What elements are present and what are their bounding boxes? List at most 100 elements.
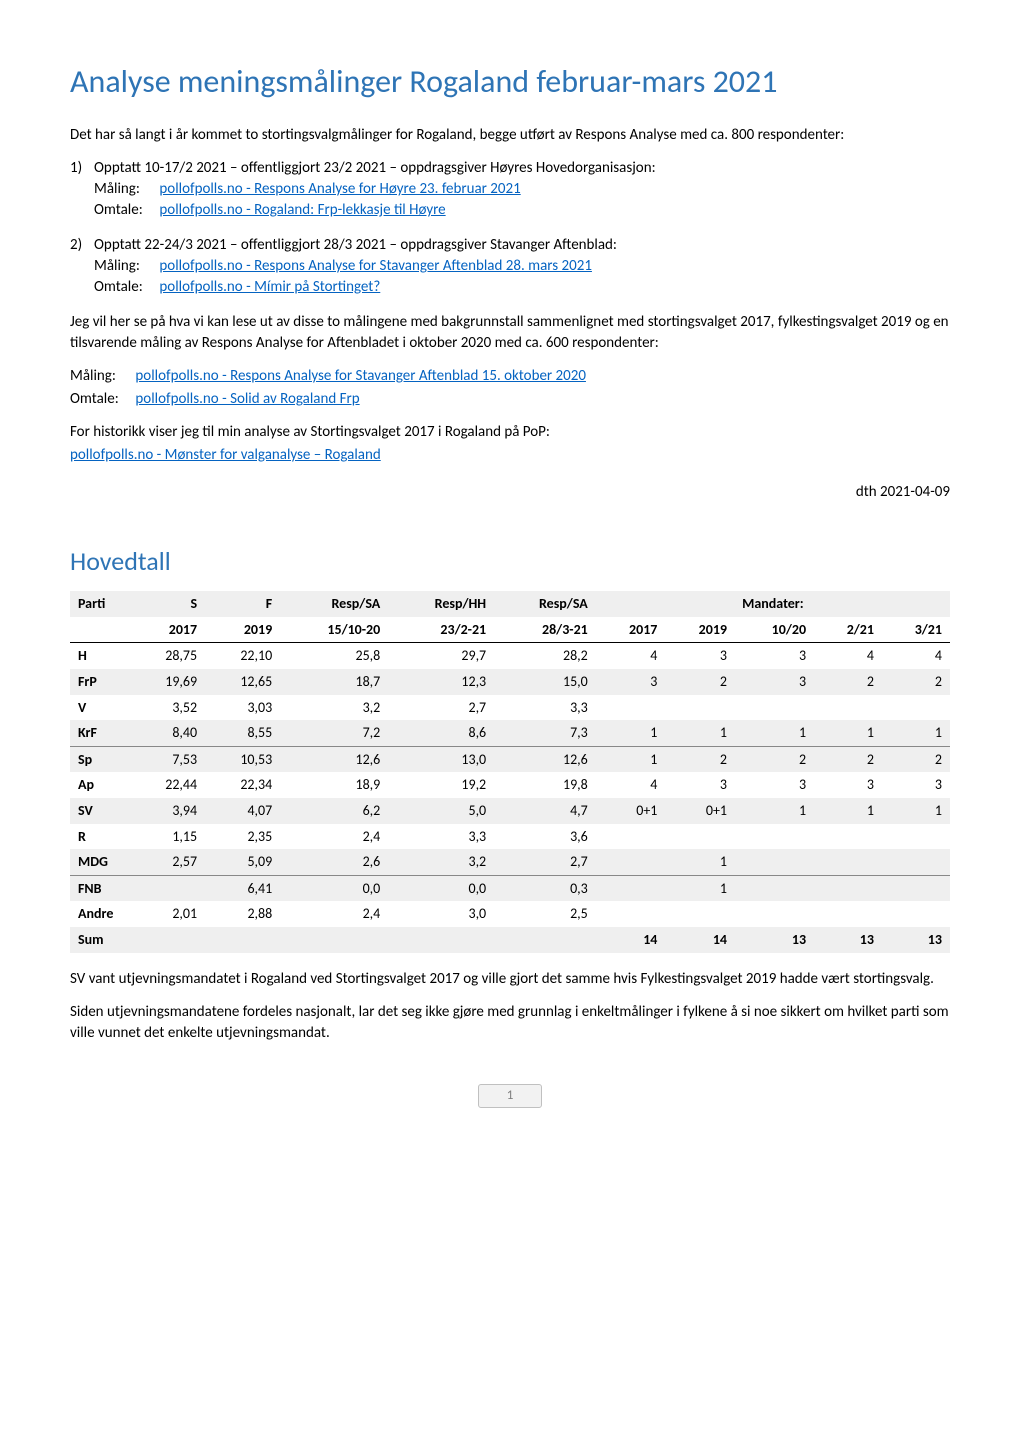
table-subheader-cell: 10/20 xyxy=(735,617,814,643)
maling-link[interactable]: pollofpolls.no - Respons Analyse for Sta… xyxy=(159,257,592,275)
value-cell xyxy=(882,849,950,875)
omtale-3-link[interactable]: pollofpolls.no - Solid av Rogaland Frp xyxy=(135,390,359,408)
omtale-label: Omtale: xyxy=(94,277,156,298)
value-cell xyxy=(596,901,666,927)
item-number: 2) xyxy=(70,235,94,298)
page-title: Analyse meningsmålinger Rogaland februar… xyxy=(70,60,950,105)
value-cell: 3,2 xyxy=(280,695,388,721)
value-cell xyxy=(596,875,666,901)
value-cell: 7,3 xyxy=(494,720,596,746)
value-cell xyxy=(130,927,205,953)
value-cell: 2,4 xyxy=(280,824,388,850)
value-cell: 13,0 xyxy=(388,746,494,772)
value-cell xyxy=(814,901,882,927)
value-cell xyxy=(130,875,205,901)
value-cell: 0+1 xyxy=(665,798,735,824)
table-subheader-cell: 2017 xyxy=(596,617,666,643)
table-subheader-cell: 3/21 xyxy=(882,617,950,643)
value-cell: 5,09 xyxy=(205,849,280,875)
maling-3-line: Måling: pollofpolls.no - Respons Analyse… xyxy=(70,366,950,387)
item-omtale-line: Omtale: pollofpolls.no - Rogaland: Frp-l… xyxy=(94,200,950,221)
party-cell: Sp xyxy=(70,746,130,772)
value-cell: 2,5 xyxy=(494,901,596,927)
value-cell: 3 xyxy=(665,772,735,798)
paragraph-3-link[interactable]: pollofpolls.no - Mønster for valganalyse… xyxy=(70,446,381,464)
value-cell xyxy=(735,849,814,875)
value-cell: 8,6 xyxy=(388,720,494,746)
table-row: H28,7522,1025,829,728,243344 xyxy=(70,643,950,669)
value-cell xyxy=(735,901,814,927)
value-cell: 28,2 xyxy=(494,643,596,669)
value-cell: 3,2 xyxy=(388,849,494,875)
party-cell: FNB xyxy=(70,875,130,901)
table-row: FrP19,6912,6518,712,315,032322 xyxy=(70,669,950,695)
value-cell xyxy=(596,695,666,721)
value-cell: 2 xyxy=(882,669,950,695)
value-cell: 1 xyxy=(665,720,735,746)
value-cell: 3,3 xyxy=(388,824,494,850)
value-cell: 2,7 xyxy=(494,849,596,875)
party-cell: H xyxy=(70,643,130,669)
party-cell: KrF xyxy=(70,720,130,746)
section-hovedtall-title: Hovedtall xyxy=(70,543,950,579)
value-cell: 3,94 xyxy=(130,798,205,824)
value-cell: 5,0 xyxy=(388,798,494,824)
value-cell: 3,0 xyxy=(388,901,494,927)
value-cell xyxy=(494,927,596,953)
value-cell: 12,6 xyxy=(494,746,596,772)
value-cell: 7,2 xyxy=(280,720,388,746)
party-cell: Sum xyxy=(70,927,130,953)
table-subheader-cell xyxy=(70,617,130,643)
value-cell xyxy=(814,824,882,850)
maling-label: Måling: xyxy=(94,256,156,277)
value-cell: 4 xyxy=(596,643,666,669)
value-cell: 19,2 xyxy=(388,772,494,798)
numbered-item: 2)Opptatt 22-24/3 2021 – offentliggjort … xyxy=(70,235,950,298)
maling-link[interactable]: pollofpolls.no - Respons Analyse for Høy… xyxy=(159,180,520,198)
table-subheader-cell: 23/2-21 xyxy=(388,617,494,643)
intro-paragraph: Det har så langt i år kommet to storting… xyxy=(70,125,950,146)
value-cell: 22,44 xyxy=(130,772,205,798)
item-number: 1) xyxy=(70,158,94,221)
value-cell: 2 xyxy=(665,669,735,695)
omtale-3-label: Omtale: xyxy=(70,389,132,410)
value-cell: 3 xyxy=(735,772,814,798)
table-header-cell: S xyxy=(130,591,205,617)
value-cell: 1 xyxy=(882,798,950,824)
value-cell: 14 xyxy=(596,927,666,953)
item-maling-line: Måling: pollofpolls.no - Respons Analyse… xyxy=(94,179,950,200)
table-subheader-cell: 2017 xyxy=(130,617,205,643)
value-cell xyxy=(596,849,666,875)
omtale-link[interactable]: pollofpolls.no - Rogaland: Frp-lekkasje … xyxy=(159,201,445,219)
value-cell: 0,0 xyxy=(388,875,494,901)
value-cell: 22,34 xyxy=(205,772,280,798)
party-cell: V xyxy=(70,695,130,721)
table-row: Sum1414131313 xyxy=(70,927,950,953)
table-row: Andre2,012,882,43,02,5 xyxy=(70,901,950,927)
value-cell xyxy=(596,824,666,850)
value-cell: 2 xyxy=(814,746,882,772)
value-cell xyxy=(814,695,882,721)
value-cell: 4,07 xyxy=(205,798,280,824)
value-cell xyxy=(882,824,950,850)
maling-3-link[interactable]: pollofpolls.no - Respons Analyse for Sta… xyxy=(135,367,586,385)
value-cell xyxy=(280,927,388,953)
value-cell: 3,6 xyxy=(494,824,596,850)
value-cell xyxy=(882,695,950,721)
value-cell xyxy=(814,849,882,875)
value-cell: 6,2 xyxy=(280,798,388,824)
value-cell xyxy=(735,695,814,721)
table-row: Sp7,5310,5312,613,012,612222 xyxy=(70,746,950,772)
value-cell: 2,01 xyxy=(130,901,205,927)
value-cell: 3 xyxy=(735,643,814,669)
value-cell: 2 xyxy=(665,746,735,772)
table-row: R1,152,352,43,33,6 xyxy=(70,824,950,850)
table-subheader-cell: 28/3-21 xyxy=(494,617,596,643)
value-cell: 2,4 xyxy=(280,901,388,927)
omtale-link[interactable]: pollofpolls.no - Mímir på Stortinget? xyxy=(159,278,380,296)
value-cell: 19,69 xyxy=(130,669,205,695)
value-cell: 13 xyxy=(882,927,950,953)
item-desc: Opptatt 22-24/3 2021 – offentliggjort 28… xyxy=(94,235,950,256)
table-row: SV3,944,076,25,04,70+10+1111 xyxy=(70,798,950,824)
table-subheader-cell: 2/21 xyxy=(814,617,882,643)
